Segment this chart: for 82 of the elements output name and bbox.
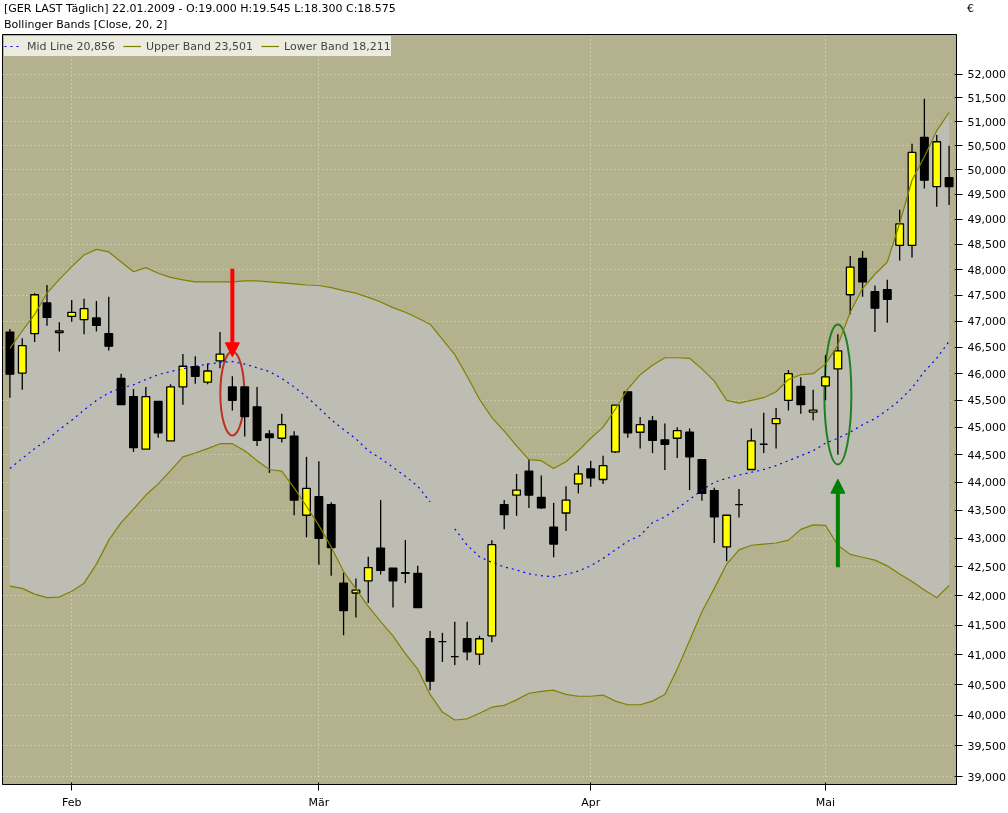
y-tick-label: 50,000 [967, 163, 1006, 177]
y-tick-label: 43,500 [967, 504, 1006, 518]
y-tick-label: 42,000 [967, 589, 1006, 603]
y-axis-title: € [967, 1, 975, 17]
candlestick [944, 144, 954, 206]
candlestick [190, 355, 200, 385]
candlestick [796, 376, 806, 415]
y-tick-label: 40,000 [967, 709, 1006, 723]
candlestick [178, 353, 188, 406]
candlestick [400, 539, 410, 584]
y-tick-label: 45,500 [967, 394, 1006, 408]
y-tick-label: 49,000 [967, 213, 1006, 227]
y-tick-label: 41,000 [967, 648, 1006, 662]
candlestick [870, 284, 880, 333]
candlestick [227, 375, 237, 412]
x-tick-label: Feb [61, 795, 82, 809]
candlestick [598, 455, 608, 485]
candlestick [376, 499, 386, 576]
candlestick [264, 429, 274, 474]
x-tick-label: Apr [581, 795, 601, 809]
candlestick [104, 296, 114, 352]
candlestick [895, 209, 905, 262]
legend-label: Upper Band 23,501 [145, 39, 253, 53]
candlestick [672, 426, 682, 459]
line-series [9, 443, 950, 721]
candlestick [660, 422, 670, 471]
candlestick [475, 635, 484, 666]
candlestick [561, 485, 571, 532]
candlestick [524, 458, 534, 509]
y-tick-label: 51,500 [967, 91, 1006, 105]
y-tick-label: 40,500 [967, 678, 1006, 692]
candlestick [351, 577, 361, 619]
y-tick-label: 52,000 [967, 68, 1006, 82]
candlestick [54, 321, 64, 353]
candlestick [858, 250, 868, 298]
candlestick [821, 354, 830, 401]
line-series [9, 111, 950, 470]
y-tick-label: 44,000 [967, 476, 1006, 490]
x-tick-label: Mai [815, 795, 836, 809]
y-tick-label: 44,500 [967, 448, 1006, 462]
y-tick-label: 46,000 [967, 367, 1006, 381]
candlestick [42, 284, 52, 327]
y-tick-label: 51,000 [967, 115, 1006, 129]
y-tick-label: 43,000 [967, 532, 1006, 546]
candlestick [549, 502, 559, 558]
legend-label: Lower Band 18,211 [283, 39, 391, 53]
y-tick-label: 39,500 [967, 739, 1006, 753]
candlestick [462, 620, 472, 661]
y-tick-label: 47,000 [967, 315, 1006, 329]
y-tick-label: 50,500 [967, 139, 1006, 153]
candlestick [512, 473, 522, 517]
candlestick [277, 413, 287, 444]
candlestick [363, 556, 373, 604]
y-tick-label: 49,500 [967, 188, 1006, 202]
candlestick [833, 333, 843, 456]
candlestick [648, 415, 657, 454]
candlestick [499, 499, 509, 530]
y-tick-label: 48,000 [967, 263, 1006, 277]
candlestick [635, 416, 645, 450]
y-tick-label: 48,500 [967, 238, 1006, 252]
y-tick-label: 39,000 [967, 770, 1006, 784]
candlestick [536, 474, 546, 510]
candlestick [771, 407, 781, 450]
candlestick [388, 567, 398, 609]
y-tick-label: 46,500 [967, 341, 1006, 355]
candlestick [573, 465, 583, 495]
candlestick [203, 362, 213, 385]
candlestick [586, 460, 596, 488]
chart-subtitle: Bollinger Bands [Close, 20, 2] [4, 17, 169, 33]
candlestick [79, 298, 89, 335]
y-tick-label: 47,500 [967, 289, 1006, 303]
x-tick-label: Mär [308, 795, 330, 809]
y-tick-label: 41,500 [967, 619, 1006, 633]
candlestick [808, 388, 818, 421]
chart-title: [GER LAST Täglich] 22.01.2009 - O:19.000 H:19.545 L:18.300 C:18.575 [4, 1, 396, 17]
y-tick-label: 42,500 [967, 561, 1006, 574]
y-tick-label: 45,000 [967, 421, 1006, 435]
candlestick [215, 331, 225, 369]
candlestick [91, 300, 101, 333]
legend-label: Mid Line 20,856 [27, 39, 115, 53]
candlestick [882, 279, 892, 324]
candlestick [67, 299, 77, 323]
